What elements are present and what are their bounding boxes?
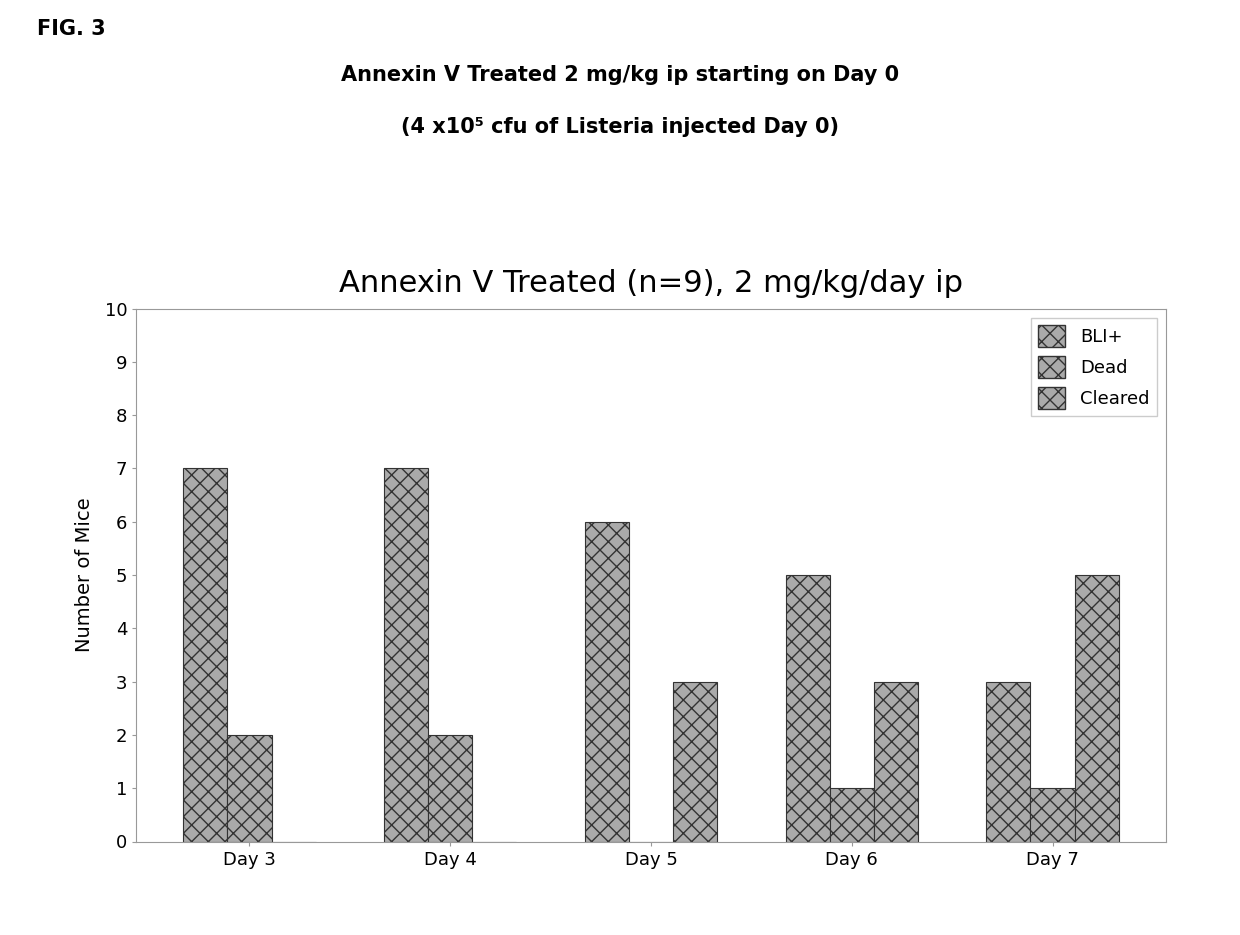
Bar [785, 575, 830, 842]
Legend: BLI+, Dead, Cleared: BLI+, Dead, Cleared [1032, 318, 1157, 416]
Bar [585, 522, 629, 842]
Bar [1075, 575, 1118, 842]
Title: Annexin V Treated (n=9), 2 mg/kg/day ip: Annexin V Treated (n=9), 2 mg/kg/day ip [339, 269, 963, 298]
Bar [428, 735, 472, 842]
Text: Annexin V Treated 2 mg/kg ip starting on Day 0: Annexin V Treated 2 mg/kg ip starting on… [341, 65, 899, 85]
Bar [1030, 788, 1075, 842]
Bar [227, 735, 272, 842]
Bar [384, 468, 428, 842]
Bar [874, 682, 918, 842]
Bar [830, 788, 874, 842]
Y-axis label: Number of Mice: Number of Mice [74, 497, 94, 653]
Bar [184, 468, 227, 842]
Bar [986, 682, 1030, 842]
Bar [673, 682, 717, 842]
Text: FIG. 3: FIG. 3 [37, 19, 105, 38]
Text: (4 x10⁵ cfu of Listeria injected Day 0): (4 x10⁵ cfu of Listeria injected Day 0) [401, 117, 839, 137]
